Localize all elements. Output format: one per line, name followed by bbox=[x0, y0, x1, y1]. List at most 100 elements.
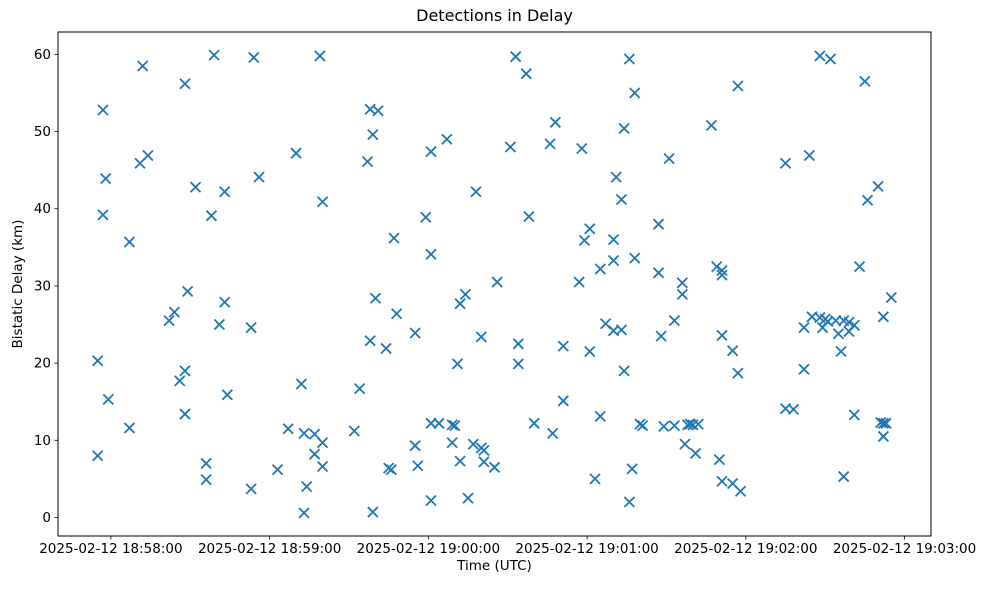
scatter-point bbox=[594, 410, 606, 423]
scatter-point bbox=[658, 420, 670, 433]
scatter-point bbox=[314, 50, 326, 62]
scatter-point bbox=[576, 142, 588, 155]
scatter-point bbox=[629, 87, 641, 99]
scatter-point bbox=[488, 461, 501, 473]
scatter-point bbox=[475, 331, 487, 343]
scatter-point bbox=[364, 335, 376, 347]
scatter-point bbox=[478, 456, 490, 468]
scatter-point bbox=[253, 171, 265, 183]
scatter-point bbox=[512, 338, 524, 350]
scatter-point bbox=[681, 419, 694, 431]
scatter-point bbox=[491, 276, 503, 288]
y-tick-label: 20 bbox=[34, 356, 51, 372]
scatter-point bbox=[179, 408, 191, 420]
scatter-point bbox=[97, 209, 109, 221]
scatter-point bbox=[668, 315, 681, 327]
scatter-point bbox=[449, 419, 461, 432]
x-tick-label: 2025-02-12 18:59:00 bbox=[198, 541, 341, 557]
scatter-point bbox=[301, 480, 313, 493]
scatter-point bbox=[316, 436, 329, 449]
scatter-point bbox=[123, 422, 136, 434]
scatter-point bbox=[838, 470, 850, 483]
scatter-point bbox=[99, 173, 112, 185]
scatter-point bbox=[200, 457, 212, 470]
scatter-point bbox=[652, 218, 665, 230]
scatter-point bbox=[584, 345, 596, 358]
scatter-point bbox=[803, 149, 815, 162]
scatter-point bbox=[732, 367, 744, 379]
scatter-point bbox=[454, 298, 466, 310]
scatter-point bbox=[446, 419, 458, 431]
scatter-point bbox=[528, 417, 540, 429]
x-tick-label: 2025-02-12 19:03:00 bbox=[833, 541, 976, 557]
scatter-point bbox=[618, 122, 630, 135]
y-tick-label: 30 bbox=[34, 278, 51, 294]
scatter-point bbox=[245, 321, 257, 334]
scatter-point bbox=[454, 455, 466, 467]
scatter-point bbox=[637, 419, 649, 432]
scatter-point bbox=[441, 133, 453, 145]
scatter-point bbox=[716, 475, 728, 487]
scatter-point bbox=[885, 291, 897, 304]
scatter-point bbox=[610, 171, 622, 183]
scatter-point bbox=[623, 496, 636, 508]
scatter-point bbox=[679, 438, 691, 450]
scatter-point bbox=[282, 423, 294, 435]
scatter-point bbox=[200, 474, 212, 486]
scatter-point bbox=[385, 463, 397, 476]
scatter-point bbox=[787, 403, 800, 416]
scatter-point bbox=[380, 342, 392, 355]
scatter-point bbox=[168, 306, 181, 318]
axes-frame bbox=[57, 31, 932, 537]
scatter-point bbox=[348, 425, 360, 437]
scatter-point bbox=[221, 389, 233, 401]
scatter-point bbox=[848, 319, 860, 331]
scatter-point bbox=[713, 453, 726, 466]
scatter-point bbox=[607, 233, 620, 246]
scatter-point bbox=[843, 316, 855, 328]
scatter-point bbox=[877, 430, 890, 443]
scatter-point bbox=[726, 345, 739, 357]
scatter-point bbox=[663, 152, 675, 165]
scatter-point bbox=[409, 327, 421, 339]
scatter-point bbox=[549, 116, 561, 128]
scatter-point bbox=[594, 263, 606, 275]
scatter-point bbox=[510, 51, 522, 63]
scatter-point bbox=[213, 318, 226, 331]
scatter-point bbox=[478, 444, 490, 456]
scatter-point bbox=[716, 264, 728, 277]
scatter-point bbox=[798, 321, 810, 334]
scatter-point bbox=[676, 288, 688, 301]
scatter-point bbox=[689, 447, 702, 460]
scatter-point bbox=[676, 277, 688, 289]
scatter-point bbox=[353, 382, 366, 395]
scatter-point bbox=[814, 50, 826, 62]
scatter-point bbox=[316, 460, 329, 473]
scatter-point bbox=[692, 418, 704, 430]
scatter-point bbox=[470, 186, 482, 198]
scatter-point bbox=[618, 365, 630, 377]
scatter-point bbox=[372, 105, 384, 117]
y-tick-label: 40 bbox=[34, 201, 51, 217]
scatter-point bbox=[520, 68, 532, 80]
scatter-point bbox=[181, 285, 194, 297]
scatter-point bbox=[523, 210, 535, 223]
scatter-point bbox=[835, 345, 847, 358]
scatter-point bbox=[412, 460, 424, 472]
y-tick-label: 0 bbox=[42, 510, 51, 526]
scatter-point bbox=[420, 211, 432, 223]
scatter-point bbox=[584, 223, 596, 235]
x-axis-label: Time (UTC) bbox=[457, 558, 532, 574]
scatter-point bbox=[861, 194, 874, 206]
scatter-point bbox=[142, 149, 154, 162]
scatter-point bbox=[832, 328, 845, 340]
scatter-point bbox=[779, 157, 792, 169]
scatter-point bbox=[578, 234, 591, 247]
scatter-point bbox=[367, 129, 379, 141]
scatter-point bbox=[433, 417, 445, 429]
scatter-point bbox=[626, 463, 638, 475]
scatter-point bbox=[589, 473, 601, 485]
scatter-point bbox=[459, 288, 472, 301]
